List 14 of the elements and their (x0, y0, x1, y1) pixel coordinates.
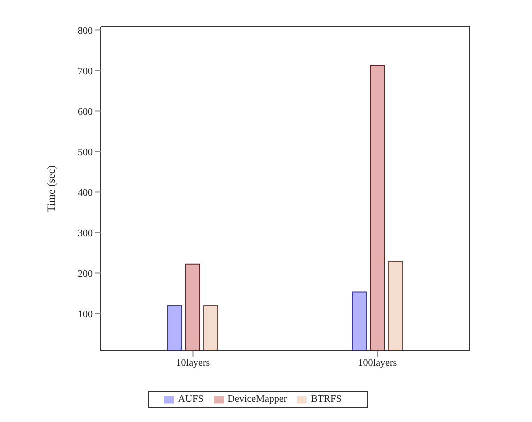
y-tick-label: 700 (78, 66, 93, 78)
legend-label: AUFS (178, 394, 204, 405)
y-tick-label: 300 (78, 228, 93, 240)
y-tick-label: 500 (78, 147, 93, 158)
y-axis-title: Time (sec) (46, 165, 58, 212)
y-tick-label: 800 (78, 26, 93, 37)
legend-label: BTRFS (311, 394, 342, 405)
y-tick-label: 100 (78, 309, 93, 320)
x-tick-label: 10layers (176, 358, 210, 370)
y-tick-label: 600 (78, 106, 93, 118)
y-tick-label: 200 (78, 268, 93, 280)
y-tick-label: 400 (78, 188, 93, 199)
legend-label: DeviceMapper (228, 394, 288, 405)
x-tick-label: 100layers (358, 358, 398, 370)
